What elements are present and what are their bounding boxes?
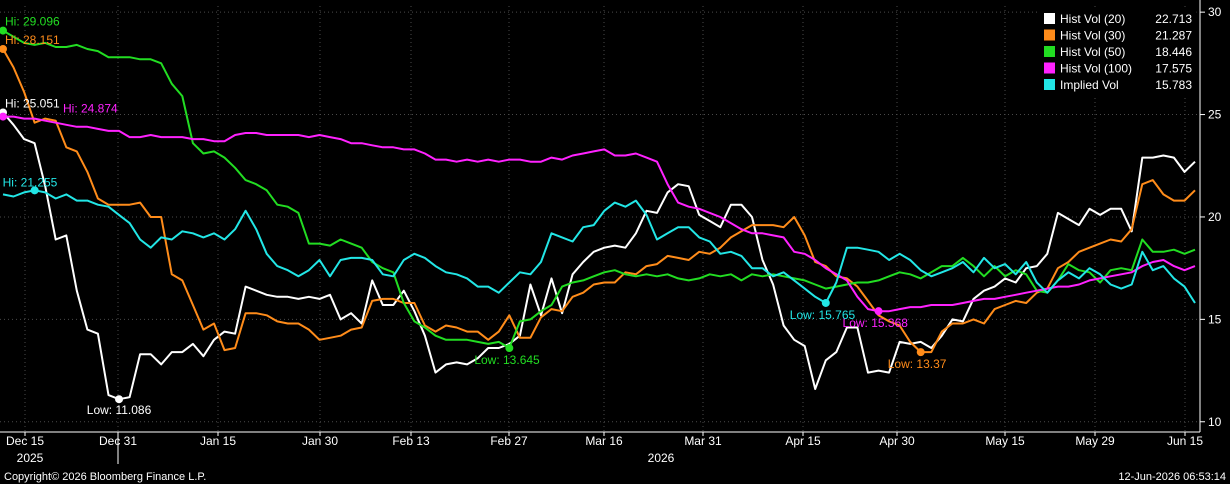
y-tick-label: 20	[1208, 210, 1222, 224]
series-line	[3, 115, 1196, 313]
legend-value: 17.575	[1155, 62, 1192, 76]
low-label: Low: 15.765	[790, 308, 856, 322]
x-tick-label: Apr 30	[879, 434, 915, 448]
low-marker	[874, 307, 883, 316]
year-label: 2025	[17, 451, 44, 465]
legend-swatch	[1044, 13, 1055, 24]
x-tick-label: Dec 15	[6, 434, 44, 448]
legend-label: Hist Vol (20)	[1060, 12, 1125, 26]
y-tick-label: 10	[1208, 415, 1222, 429]
hi-label: Hi: 21.255	[3, 175, 58, 189]
series-line	[2, 111, 1196, 401]
low-marker	[505, 344, 514, 353]
series-line	[2, 48, 1196, 354]
legend-value: 21.287	[1155, 29, 1192, 43]
y-tick-label: 15	[1208, 312, 1222, 326]
legend-box	[1037, 7, 1197, 97]
low-marker	[115, 395, 124, 404]
low-label: Low: 11.086	[87, 403, 152, 417]
x-tick-label: Mar 16	[585, 434, 623, 448]
x-tick-label: Jan 15	[200, 434, 236, 448]
x-tick-label: Feb 13	[392, 434, 430, 448]
hi-label: Hi: 25.051	[5, 97, 60, 111]
legend-value: 22.713	[1155, 12, 1192, 26]
x-tick-label: Feb 27	[490, 434, 528, 448]
legend-value: 15.783	[1155, 78, 1192, 92]
legend-label: Implied Vol	[1060, 78, 1119, 92]
x-tick-label: May 15	[985, 434, 1025, 448]
hi-marker	[30, 186, 39, 195]
low-label: Low: 15.368	[843, 316, 909, 330]
hi-label: Hi: 28.151	[5, 33, 60, 47]
series-lines	[2, 29, 1196, 401]
hi-marker	[0, 26, 7, 35]
hi-marker	[0, 45, 7, 54]
year-label: 2026	[648, 451, 675, 465]
low-marker	[916, 348, 925, 357]
hi-label: Hi: 24.874	[63, 102, 118, 116]
x-tick-label: Mar 31	[684, 434, 722, 448]
hi-marker	[0, 112, 7, 121]
legend-swatch	[1044, 79, 1055, 90]
series-line	[2, 189, 1196, 304]
copyright-text: Copyright© 2026 Bloomberg Finance L.P.	[4, 471, 206, 483]
x-tick-label: May 29	[1075, 434, 1115, 448]
hi-label: Hi: 29.096	[5, 15, 60, 29]
y-tick-label: 25	[1208, 108, 1222, 122]
x-tick-label: Jan 30	[302, 434, 338, 448]
legend-swatch	[1044, 46, 1055, 57]
low-label: Low: 13.645	[474, 353, 540, 367]
legend-label: Hist Vol (50)	[1060, 45, 1125, 59]
legend-swatch	[1044, 29, 1055, 41]
legend-label: Hist Vol (30)	[1060, 29, 1125, 43]
low-label: Low: 13.37	[888, 357, 947, 371]
timestamp-text: 12-Jun-2026 06:53:14	[1118, 471, 1226, 483]
low-marker	[821, 298, 830, 307]
legend-label: Hist Vol (100)	[1060, 62, 1132, 76]
annotations: Hi: 25.051 Low: 11.086 Hi: 28.151 Low: 13.3…	[0, 15, 947, 417]
legend-swatch	[1044, 62, 1055, 74]
x-tick-label: Jun 15	[1167, 434, 1203, 448]
x-tick-label: Apr 15	[785, 434, 821, 448]
legend: Hist Vol (20) 22.713 Hist Vol (30) 21.287 Hi…	[1037, 7, 1197, 97]
y-tick-label: 30	[1208, 5, 1222, 19]
legend-value: 18.446	[1155, 45, 1192, 59]
